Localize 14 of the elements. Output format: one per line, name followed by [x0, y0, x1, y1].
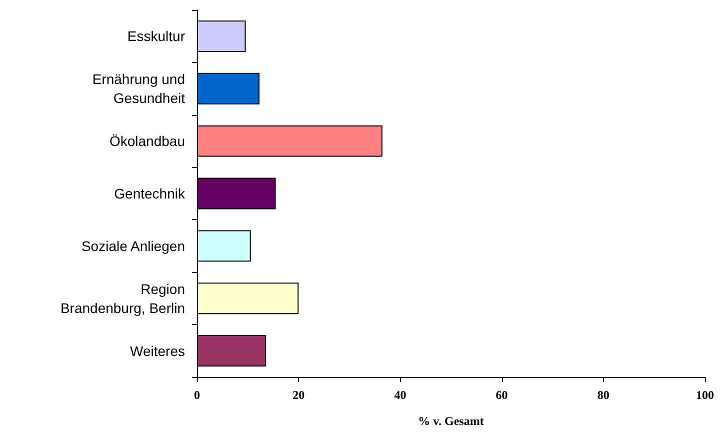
y-tick-label: Region Brandenburg, Berlin	[60, 280, 185, 316]
x-tick-label: 60	[496, 388, 508, 402]
x-tick-label: 100	[696, 388, 714, 402]
y-tick-label: Weiteres	[130, 342, 185, 359]
y-tick-label: Esskultur	[127, 28, 186, 44]
y-tick-label: Ökolandbau	[109, 133, 185, 150]
y-tick-label: Ernährung und Gesundheit	[92, 71, 186, 106]
x-tick-label: 0	[194, 388, 200, 402]
x-tick-label: 80	[597, 388, 610, 402]
y-tick-label: Gentechnik	[114, 186, 186, 202]
x-tick-label: 40	[394, 388, 406, 402]
y-tick-label: Soziale Anliegen	[81, 238, 185, 254]
x-tick-label: 20	[292, 388, 305, 402]
x-axis-title: % v. Gesamt	[418, 414, 484, 428]
